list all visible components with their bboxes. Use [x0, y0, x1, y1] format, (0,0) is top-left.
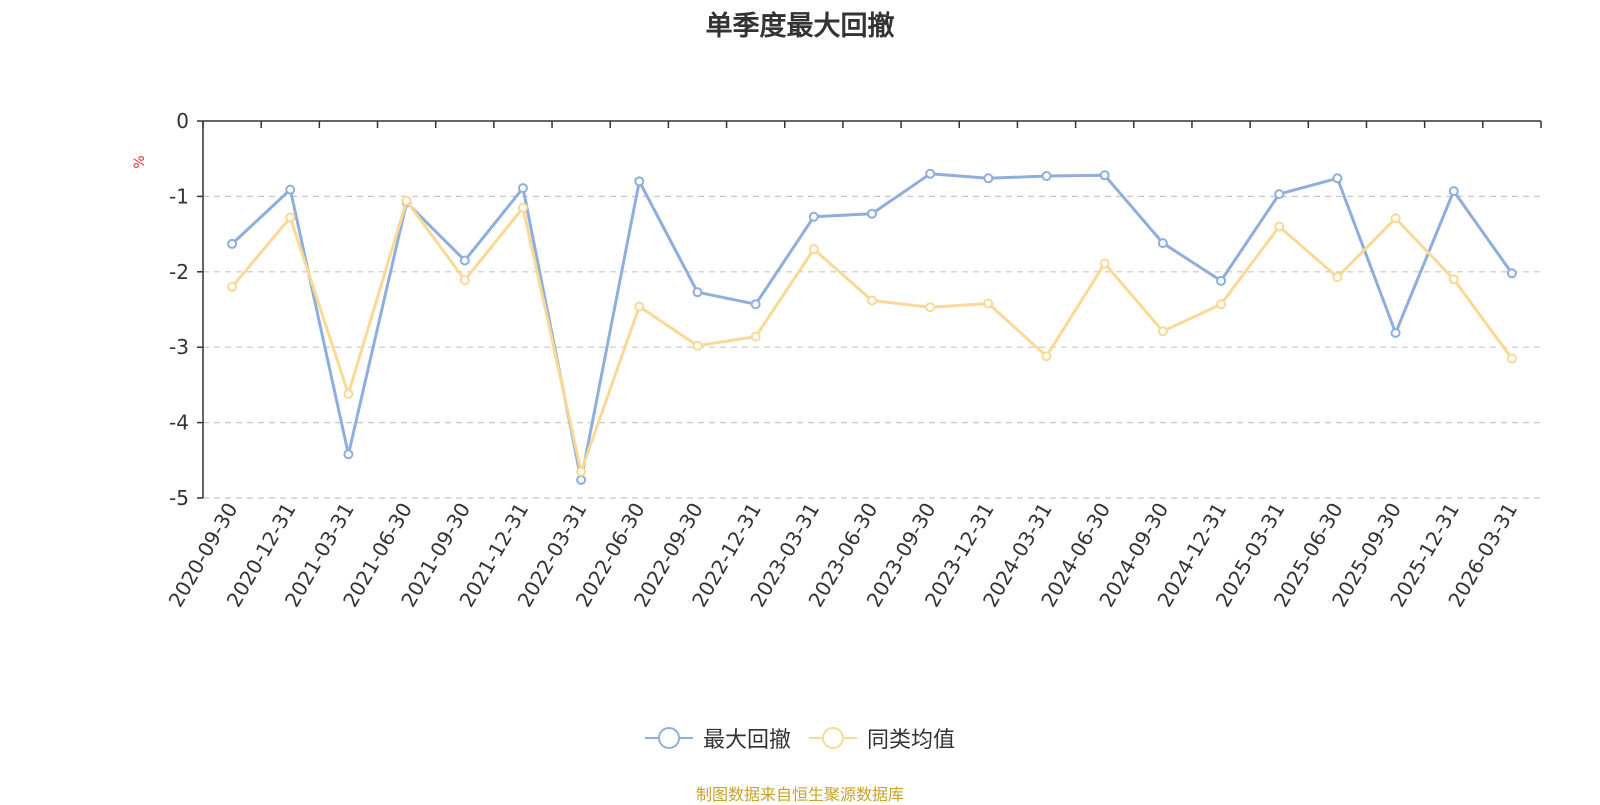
data-point — [983, 173, 994, 184]
data-point — [1216, 275, 1227, 286]
data-point — [634, 176, 645, 187]
data-point — [983, 298, 994, 309]
legend-item-max-drawdown[interactable]: 最大回撤 — [644, 722, 791, 754]
y-axis-label: % — [132, 155, 148, 168]
data-point — [634, 301, 645, 312]
axes: 0-1-2-3-4-52020-09-302020-12-312021-03-3… — [132, 109, 1542, 611]
data-point — [1390, 327, 1401, 338]
legend-marker-peer-average — [809, 727, 857, 749]
legend-label-peer-average: 同类均值 — [867, 728, 956, 753]
data-point — [1041, 171, 1052, 182]
y-tick-label: -5 — [169, 486, 189, 510]
data-point — [1157, 238, 1168, 249]
data-point — [1099, 170, 1110, 181]
series-max-drawdown-line — [230, 172, 1514, 482]
data-point — [517, 202, 528, 213]
data-point — [925, 168, 936, 179]
data-point — [808, 244, 819, 255]
data-point — [1448, 274, 1459, 285]
legend-marker-max-drawdown — [644, 727, 693, 749]
data-point — [750, 299, 761, 310]
series-peer-average-line — [230, 199, 1514, 474]
data-point — [750, 331, 761, 342]
data-point — [692, 340, 703, 351]
data-point — [1448, 186, 1459, 197]
data-point — [576, 474, 587, 485]
data-point — [285, 212, 296, 223]
data-point — [1390, 213, 1401, 224]
y-tick-label: -3 — [169, 335, 189, 359]
data-point — [1332, 272, 1343, 283]
data-point — [867, 208, 877, 219]
data-point — [1157, 326, 1168, 337]
data-point — [285, 184, 296, 195]
data-point — [1332, 173, 1343, 184]
chart-title: 单季度最大回撤 — [705, 11, 895, 42]
data-point — [1099, 258, 1110, 269]
data-point — [808, 211, 819, 222]
series — [227, 168, 1517, 485]
legend: 最大回撤 同类均值 — [0, 722, 1600, 754]
data-point — [343, 449, 354, 460]
data-point — [343, 388, 354, 399]
data-point — [576, 466, 587, 477]
y-tick-label: -4 — [169, 411, 189, 435]
y-tick-label: -1 — [169, 184, 189, 208]
data-point — [1274, 189, 1285, 200]
data-point — [459, 275, 470, 286]
y-tick-label: -2 — [169, 260, 189, 284]
data-point — [1506, 353, 1517, 364]
data-point — [517, 183, 528, 194]
data-point — [925, 302, 936, 313]
data-point — [401, 195, 412, 206]
data-point — [867, 295, 877, 306]
data-point — [1506, 268, 1517, 279]
data-point — [1041, 351, 1052, 362]
series-peer-average — [227, 195, 1517, 477]
data-point — [1216, 299, 1227, 310]
data-point — [227, 238, 238, 249]
data-point — [459, 255, 470, 266]
y-tick-label: 0 — [176, 109, 189, 133]
data-point — [692, 287, 703, 298]
legend-label-max-drawdown: 最大回撤 — [702, 728, 791, 753]
series-max-drawdown — [227, 168, 1517, 485]
data-point — [1274, 221, 1285, 232]
legend-item-peer-average[interactable]: 同类均值 — [809, 722, 955, 754]
data-point — [227, 281, 238, 292]
grid-lines — [203, 195, 1541, 499]
source-note: 制图数据来自恒生聚源数据库 — [695, 785, 904, 804]
